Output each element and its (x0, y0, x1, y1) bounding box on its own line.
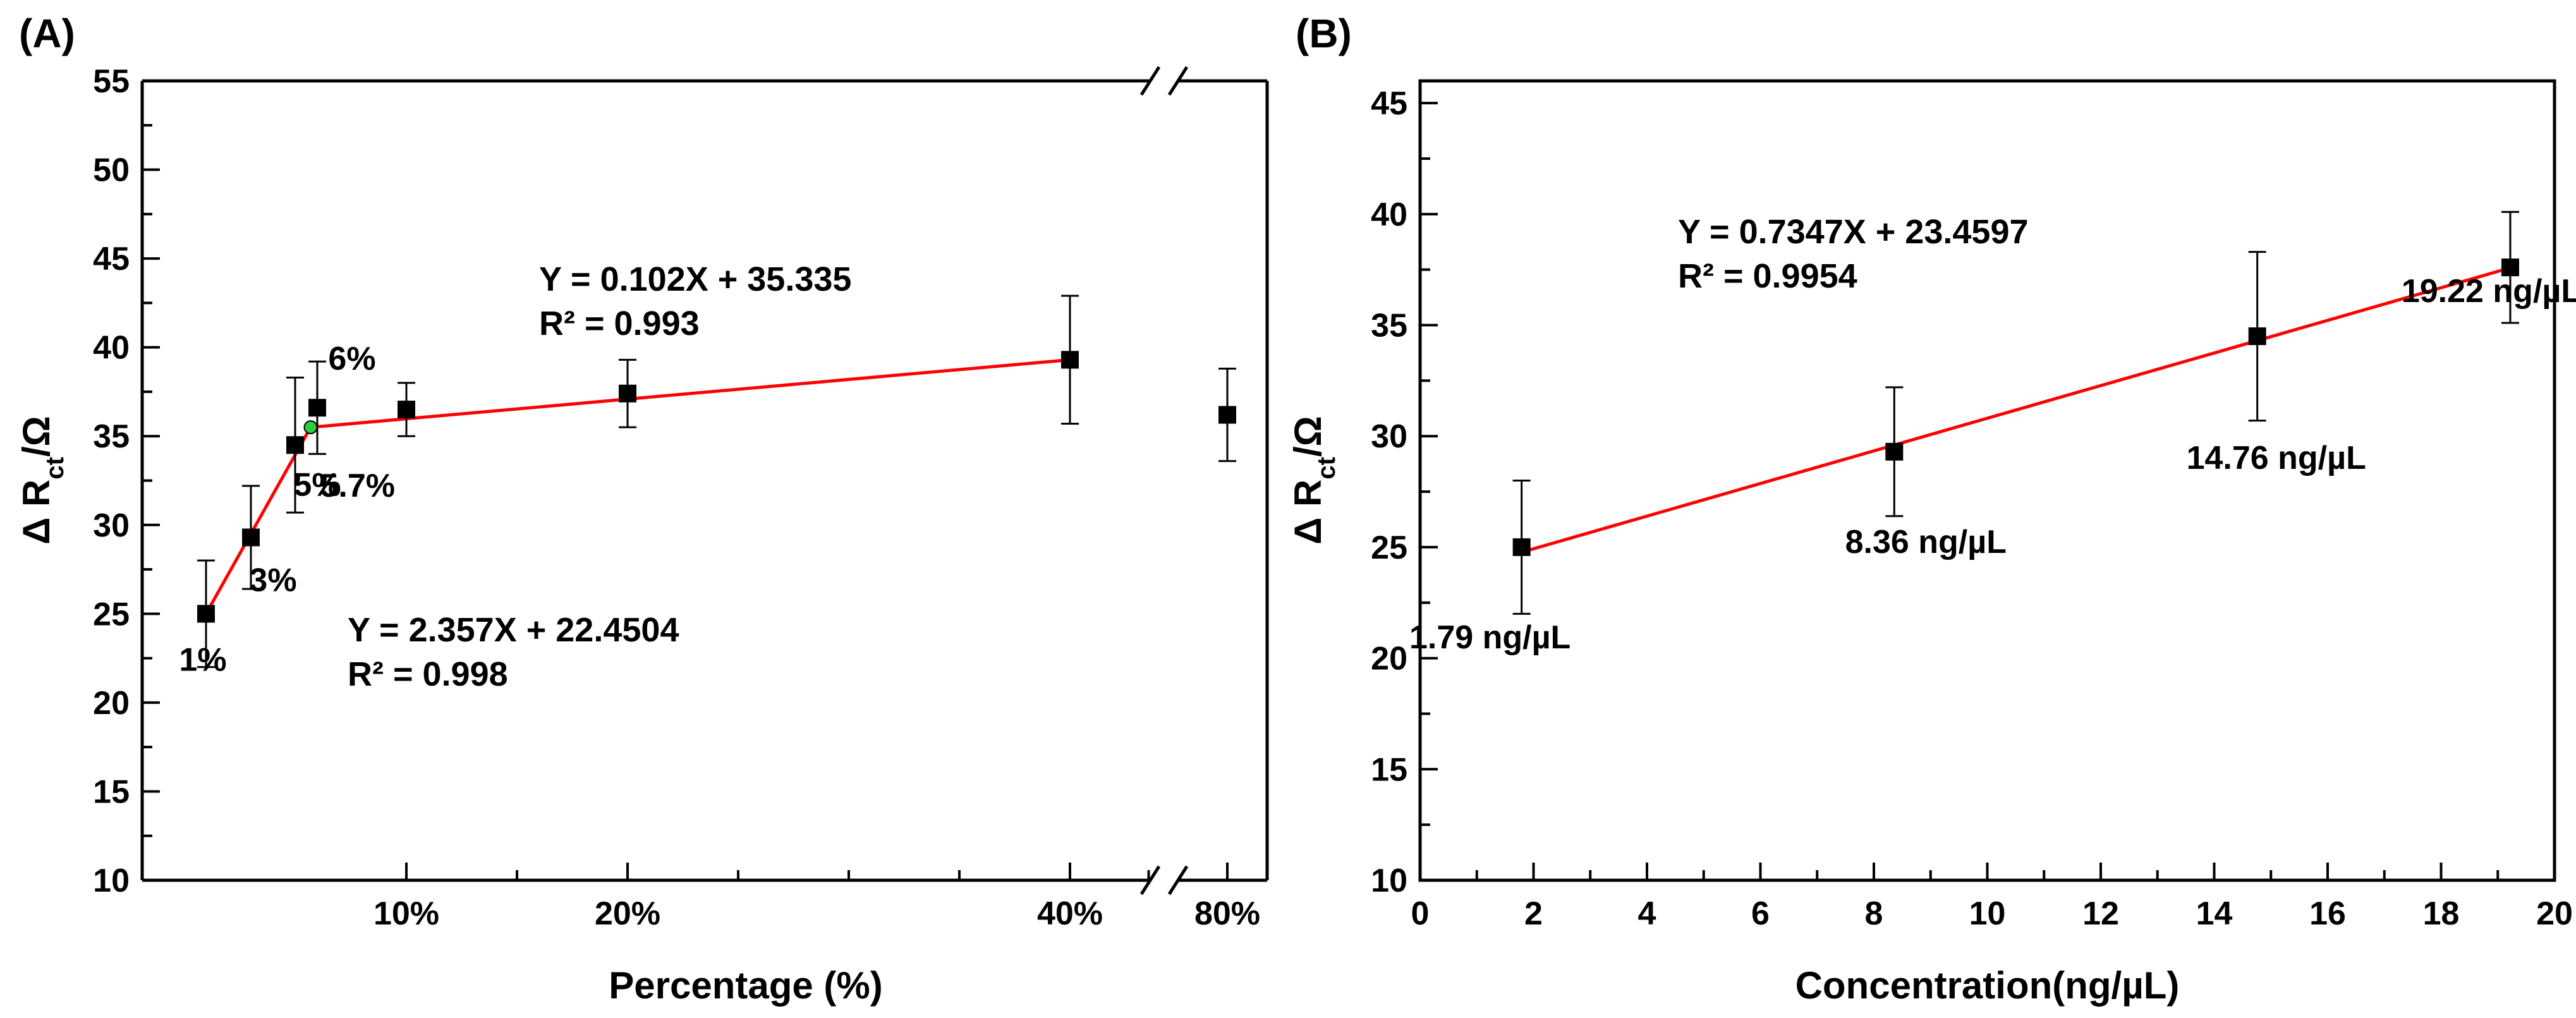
y-tick-label: 20 (1371, 641, 1407, 677)
y-tick-label: 15 (1371, 751, 1407, 788)
point-label: 14.76 ng/µL (2187, 440, 2366, 476)
x-tick-label: 4 (1638, 895, 1656, 932)
panel-label: (B) (1296, 11, 1352, 56)
x-tick-label: 14 (2196, 895, 2233, 932)
x-tick-label: 10% (374, 895, 439, 932)
y-axis-title: Δ Rct/Ω (15, 416, 69, 544)
point-label: 8.36 ng/µL (1845, 524, 2007, 561)
data-point (2248, 327, 2266, 346)
intersection-label: 5.7% (320, 468, 396, 504)
fit-r2: R² = 0.998 (348, 655, 508, 693)
point-label: 6% (328, 341, 375, 377)
data-point (398, 401, 415, 419)
y-tick-label: 10 (93, 863, 130, 899)
y-tick-label: 20 (93, 685, 130, 722)
intersection-point (303, 420, 318, 435)
panel-a: 10 15 20 25 30 35 40 45 50 55 10% 20% 40% 80% 1% 3% 5% 6%… (15, 11, 1269, 1007)
data-point (286, 436, 304, 454)
point-label: 19.22 ng/µL (2402, 273, 2576, 310)
fit-equation: Y = 0.7347X + 23.4597 (1678, 213, 2029, 251)
fit-equation: Y = 0.102X + 35.335 (539, 260, 851, 298)
fit-r2: R² = 0.993 (539, 305, 700, 342)
data-point (1885, 442, 1904, 461)
y-tick-label: 40 (1371, 197, 1407, 233)
axis-break-mark (1167, 865, 1189, 895)
x-axis-title: Percentage (%) (609, 964, 882, 1007)
x-tick-label: 16 (2309, 895, 2346, 932)
y-tick-label: 45 (1371, 85, 1407, 122)
x-axis-title: Concentration(ng/µL) (1795, 964, 2180, 1007)
y-tick-label: 55 (93, 63, 130, 100)
data-point (1218, 406, 1236, 424)
point-label: 3% (249, 562, 296, 598)
axis-break-mark (1167, 66, 1189, 96)
point-label: 1.79 ng/µL (1409, 619, 1571, 656)
fit-equation: Y = 2.357X + 22.4504 (348, 611, 679, 649)
fit-line (1521, 266, 2511, 554)
y-tick-label: 25 (93, 596, 130, 633)
y-tick-label: 35 (1371, 308, 1407, 344)
fit-r2: R² = 0.9954 (1678, 257, 1857, 295)
y-tick-label: 10 (1371, 863, 1407, 899)
data-point (619, 384, 636, 403)
plot-frame (1418, 79, 2556, 882)
y-tick-label: 50 (93, 152, 130, 189)
data-point (2501, 258, 2519, 277)
y-axis-title: Δ Rct/Ω (1287, 416, 1340, 544)
y-tick-label: 30 (93, 507, 130, 544)
data-point (1061, 351, 1079, 369)
x-tick-label: 0 (1411, 895, 1430, 932)
x-tick-label: 20% (595, 895, 660, 932)
y-tick-label: 45 (93, 241, 130, 277)
data-point (308, 399, 326, 417)
axis-break-mark (1139, 66, 1161, 96)
x-tick-label: 10 (1969, 895, 2006, 932)
x-tick-label: 8 (1865, 895, 1883, 932)
panel-label: (A) (19, 11, 75, 56)
x-tick-label: 6 (1751, 895, 1770, 932)
x-tick-label: 20 (2536, 895, 2573, 932)
y-tick-label: 15 (93, 773, 130, 810)
x-tick-label: 80% (1194, 895, 1260, 932)
point-label: 1% (179, 641, 226, 678)
x-tick-label: 18 (2423, 895, 2460, 932)
data-point (242, 528, 260, 547)
y-tick-label: 30 (1371, 418, 1407, 455)
point-label: 5% (293, 466, 341, 503)
axis-break-mark (1139, 865, 1161, 895)
data-point (197, 605, 215, 623)
y-tick-label: 40 (93, 330, 130, 367)
y-tick-label: 35 (93, 418, 130, 455)
y-tick-label: 25 (1371, 530, 1407, 566)
x-tick-label: 2 (1524, 895, 1543, 932)
x-tick-label: 40% (1037, 895, 1103, 932)
data-point (1512, 538, 1531, 556)
x-tick-label: 12 (2082, 895, 2119, 932)
